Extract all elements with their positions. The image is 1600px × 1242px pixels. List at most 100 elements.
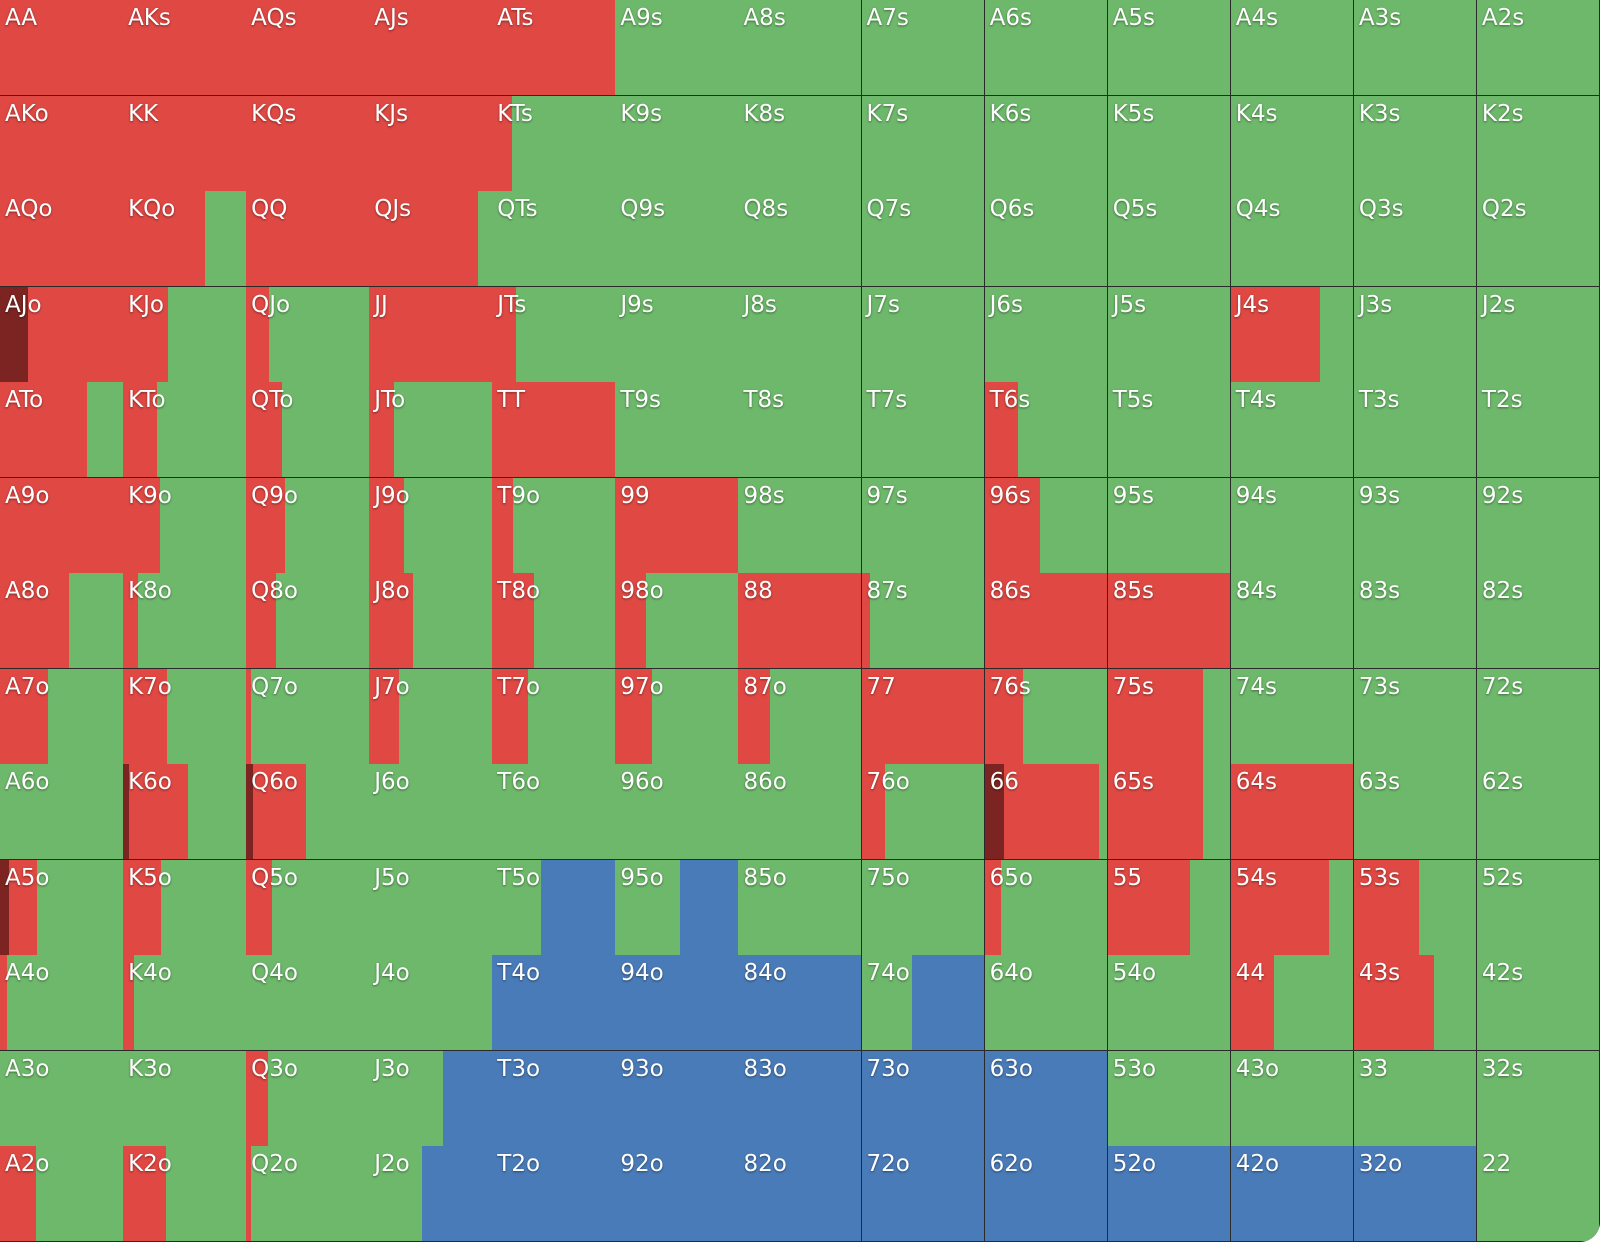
hand-cell-32o[interactable]: 32o [1353, 1146, 1478, 1242]
hand-cell-Q4s[interactable]: Q4s [1230, 191, 1355, 288]
hand-cell-A7s[interactable]: A7s [861, 0, 986, 97]
hand-cell-QJo[interactable]: QJo [246, 286, 370, 383]
hand-cell-65s[interactable]: 65s [1107, 764, 1232, 861]
hand-cell-Q7s[interactable]: Q7s [861, 191, 986, 288]
hand-cell-KJo[interactable]: KJo [123, 286, 247, 383]
hand-cell-T7s[interactable]: T7s [861, 382, 986, 479]
hand-cell-64s[interactable]: 64s [1230, 764, 1355, 861]
hand-cell-Q4o[interactable]: Q4o [246, 955, 370, 1052]
hand-cell-43o[interactable]: 43o [1230, 1050, 1355, 1147]
hand-cell-AKo[interactable]: AKo [0, 95, 124, 192]
hand-cell-J5s[interactable]: J5s [1107, 286, 1232, 383]
hand-cell-A9o[interactable]: A9o [0, 477, 124, 574]
hand-cell-44[interactable]: 44 [1230, 955, 1355, 1052]
hand-cell-86o[interactable]: 86o [738, 764, 863, 861]
hand-cell-64o[interactable]: 64o [984, 955, 1109, 1052]
hand-cell-94s[interactable]: 94s [1230, 477, 1355, 574]
hand-cell-QQ[interactable]: QQ [246, 191, 370, 288]
hand-cell-J5o[interactable]: J5o [369, 859, 493, 956]
hand-cell-A5o[interactable]: A5o [0, 859, 124, 956]
hand-cell-A9s[interactable]: A9s [615, 0, 739, 97]
hand-cell-J4o[interactable]: J4o [369, 955, 493, 1052]
hand-cell-Q5o[interactable]: Q5o [246, 859, 370, 956]
hand-cell-66[interactable]: 66 [984, 764, 1109, 861]
hand-cell-A7o[interactable]: A7o [0, 668, 124, 765]
hand-cell-T8o[interactable]: T8o [492, 573, 616, 670]
hand-cell-J4s[interactable]: J4s [1230, 286, 1355, 383]
hand-cell-Q5s[interactable]: Q5s [1107, 191, 1232, 288]
hand-cell-63s[interactable]: 63s [1353, 764, 1478, 861]
hand-cell-JTs[interactable]: JTs [492, 286, 616, 383]
hand-cell-TT[interactable]: TT [492, 382, 616, 479]
hand-cell-J2o[interactable]: J2o [369, 1146, 493, 1242]
hand-cell-97o[interactable]: 97o [615, 668, 739, 765]
hand-cell-AQs[interactable]: AQs [246, 0, 370, 97]
hand-cell-54s[interactable]: 54s [1230, 859, 1355, 956]
hand-cell-J3o[interactable]: J3o [369, 1050, 493, 1147]
hand-cell-K2s[interactable]: K2s [1476, 95, 1600, 192]
hand-cell-KTo[interactable]: KTo [123, 382, 247, 479]
hand-cell-96o[interactable]: 96o [615, 764, 739, 861]
hand-cell-Q9o[interactable]: Q9o [246, 477, 370, 574]
hand-cell-T6o[interactable]: T6o [492, 764, 616, 861]
hand-cell-52s[interactable]: 52s [1476, 859, 1600, 956]
hand-cell-T9o[interactable]: T9o [492, 477, 616, 574]
hand-cell-K3o[interactable]: K3o [123, 1050, 247, 1147]
hand-cell-63o[interactable]: 63o [984, 1050, 1109, 1147]
hand-cell-86s[interactable]: 86s [984, 573, 1109, 670]
hand-cell-84o[interactable]: 84o [738, 955, 863, 1052]
hand-cell-K3s[interactable]: K3s [1353, 95, 1478, 192]
hand-cell-A3s[interactable]: A3s [1353, 0, 1478, 97]
hand-cell-T6s[interactable]: T6s [984, 382, 1109, 479]
hand-cell-87s[interactable]: 87s [861, 573, 986, 670]
hand-cell-KK[interactable]: KK [123, 95, 247, 192]
hand-cell-A2o[interactable]: A2o [0, 1146, 124, 1242]
hand-cell-T5o[interactable]: T5o [492, 859, 616, 956]
hand-cell-95o[interactable]: 95o [615, 859, 739, 956]
hand-cell-87o[interactable]: 87o [738, 668, 863, 765]
hand-cell-83o[interactable]: 83o [738, 1050, 863, 1147]
hand-cell-K8o[interactable]: K8o [123, 573, 247, 670]
hand-cell-K7s[interactable]: K7s [861, 95, 986, 192]
hand-cell-93s[interactable]: 93s [1353, 477, 1478, 574]
hand-cell-A4o[interactable]: A4o [0, 955, 124, 1052]
hand-cell-AJs[interactable]: AJs [369, 0, 493, 97]
hand-cell-84s[interactable]: 84s [1230, 573, 1355, 670]
hand-cell-94o[interactable]: 94o [615, 955, 739, 1052]
hand-cell-42s[interactable]: 42s [1476, 955, 1600, 1052]
hand-cell-A6o[interactable]: A6o [0, 764, 124, 861]
hand-cell-AKs[interactable]: AKs [123, 0, 247, 97]
hand-cell-J9s[interactable]: J9s [615, 286, 739, 383]
hand-cell-85s[interactable]: 85s [1107, 573, 1232, 670]
hand-cell-JTo[interactable]: JTo [369, 382, 493, 479]
hand-cell-T7o[interactable]: T7o [492, 668, 616, 765]
hand-cell-92o[interactable]: 92o [615, 1146, 739, 1242]
hand-cell-73o[interactable]: 73o [861, 1050, 986, 1147]
hand-cell-T2s[interactable]: T2s [1476, 382, 1600, 479]
hand-cell-Q3o[interactable]: Q3o [246, 1050, 370, 1147]
hand-cell-75s[interactable]: 75s [1107, 668, 1232, 765]
hand-cell-T9s[interactable]: T9s [615, 382, 739, 479]
hand-cell-T5s[interactable]: T5s [1107, 382, 1232, 479]
hand-cell-T2o[interactable]: T2o [492, 1146, 616, 1242]
hand-cell-85o[interactable]: 85o [738, 859, 863, 956]
hand-cell-53s[interactable]: 53s [1353, 859, 1478, 956]
hand-cell-A2s[interactable]: A2s [1476, 0, 1600, 97]
hand-cell-K4s[interactable]: K4s [1230, 95, 1355, 192]
hand-cell-J7o[interactable]: J7o [369, 668, 493, 765]
hand-cell-92s[interactable]: 92s [1476, 477, 1600, 574]
hand-cell-K7o[interactable]: K7o [123, 668, 247, 765]
hand-cell-T3o[interactable]: T3o [492, 1050, 616, 1147]
hand-cell-76o[interactable]: 76o [861, 764, 986, 861]
hand-cell-83s[interactable]: 83s [1353, 573, 1478, 670]
hand-cell-A6s[interactable]: A6s [984, 0, 1109, 97]
hand-cell-J8s[interactable]: J8s [738, 286, 863, 383]
hand-cell-72s[interactable]: 72s [1476, 668, 1600, 765]
hand-cell-77[interactable]: 77 [861, 668, 986, 765]
hand-cell-Q7o[interactable]: Q7o [246, 668, 370, 765]
hand-cell-K6o[interactable]: K6o [123, 764, 247, 861]
hand-cell-Q3s[interactable]: Q3s [1353, 191, 1478, 288]
hand-cell-53o[interactable]: 53o [1107, 1050, 1232, 1147]
hand-cell-JJ[interactable]: JJ [369, 286, 493, 383]
hand-cell-74s[interactable]: 74s [1230, 668, 1355, 765]
